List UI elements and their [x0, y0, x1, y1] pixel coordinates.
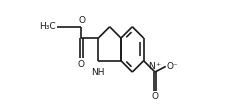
- Text: H₃C: H₃C: [39, 22, 56, 31]
- Text: O: O: [151, 92, 158, 101]
- Text: O: O: [79, 16, 86, 25]
- Text: O: O: [78, 60, 85, 69]
- Text: +: +: [155, 62, 160, 67]
- Text: N: N: [148, 62, 154, 71]
- Text: O⁻: O⁻: [167, 62, 179, 71]
- Text: NH: NH: [91, 68, 105, 77]
